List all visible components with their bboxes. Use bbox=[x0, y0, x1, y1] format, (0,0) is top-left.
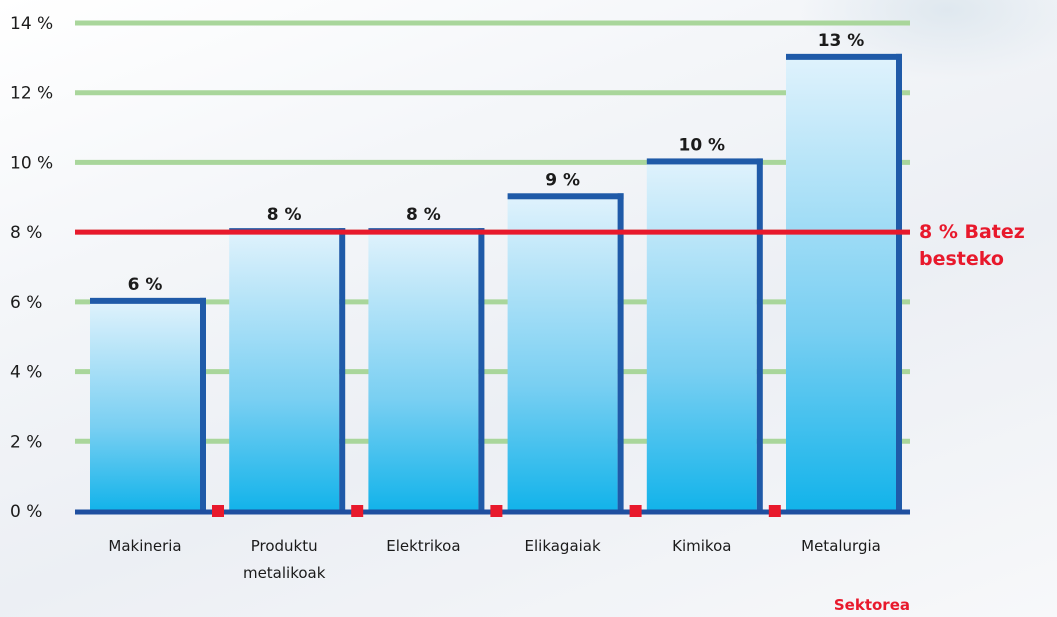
y-tick-label: 14 % bbox=[10, 14, 53, 34]
category-label: Elektrikoa bbox=[386, 537, 460, 555]
y-tick-label: 12 % bbox=[10, 84, 53, 104]
bar-value-label: 8 % bbox=[267, 205, 302, 225]
bar-value-label: 9 % bbox=[545, 170, 580, 190]
bar-fill bbox=[229, 232, 340, 511]
bar-side-edge bbox=[896, 53, 902, 511]
bar-value-label: 10 % bbox=[678, 135, 725, 155]
bar-2: 8 % bbox=[229, 205, 346, 511]
x-axis bbox=[75, 505, 910, 517]
bars: 6 % 8 % 8 % 9 % 10 % 13 % bbox=[90, 31, 902, 512]
x-axis-title: Sektorea bbox=[834, 596, 910, 614]
y-tick-label: 4 % bbox=[10, 363, 42, 383]
bar-fill bbox=[90, 301, 200, 511]
bar-top-edge bbox=[786, 53, 902, 60]
bar-side-edge bbox=[339, 228, 346, 511]
separator-marker bbox=[629, 505, 642, 517]
bar-side-edge bbox=[617, 193, 624, 512]
bar-top-edge bbox=[507, 193, 624, 200]
category-label: Produktu bbox=[251, 537, 318, 555]
category-label: Kimikoa bbox=[672, 537, 731, 555]
bar-top-edge bbox=[90, 297, 206, 304]
bar-6: 13 % bbox=[786, 31, 902, 511]
bar-top-edge bbox=[646, 158, 763, 165]
category-label: Elikagaiak bbox=[525, 537, 602, 555]
category-labels: Makineria Produktu metalikoak Elektrikoa Eli… bbox=[108, 537, 880, 582]
bar-5: 10 % bbox=[646, 135, 763, 511]
category-label: Metalurgia bbox=[801, 537, 881, 555]
bar-3: 8 % bbox=[368, 205, 485, 511]
reference-label: 8 % Batez bbox=[919, 221, 1025, 243]
bar-side-edge bbox=[478, 228, 485, 511]
bar-fill bbox=[507, 197, 618, 512]
separator-marker bbox=[351, 505, 364, 517]
y-tick-label: 6 % bbox=[10, 293, 42, 313]
reference-label: besteko bbox=[919, 248, 1004, 270]
average-reference-line: 8 % Batez besteko bbox=[75, 221, 1025, 270]
bar-side-edge bbox=[200, 297, 206, 511]
y-tick-label: 8 % bbox=[10, 223, 42, 243]
bar-value-label: 6 % bbox=[128, 275, 163, 295]
separator-marker bbox=[490, 505, 503, 517]
y-tick-label: 0 % bbox=[10, 502, 42, 522]
category-label: Makineria bbox=[108, 537, 181, 555]
bar-value-label: 13 % bbox=[818, 31, 865, 51]
separator-marker bbox=[212, 505, 224, 517]
y-axis-ticks: 0 % 2 % 4 % 6 % 8 % 10 % 12 % 14 % bbox=[10, 14, 53, 522]
bar-fill bbox=[646, 162, 757, 511]
bar-fill bbox=[786, 57, 896, 511]
bar-1: 6 % bbox=[90, 275, 206, 511]
bar-value-label: 8 % bbox=[406, 205, 441, 225]
separator-marker bbox=[768, 505, 781, 517]
bar-side-edge bbox=[756, 158, 763, 511]
y-tick-label: 2 % bbox=[10, 432, 42, 452]
y-tick-label: 10 % bbox=[10, 153, 53, 173]
bar-fill bbox=[368, 232, 479, 511]
bar-4: 9 % bbox=[507, 170, 624, 512]
category-label: metalikoak bbox=[243, 564, 326, 582]
